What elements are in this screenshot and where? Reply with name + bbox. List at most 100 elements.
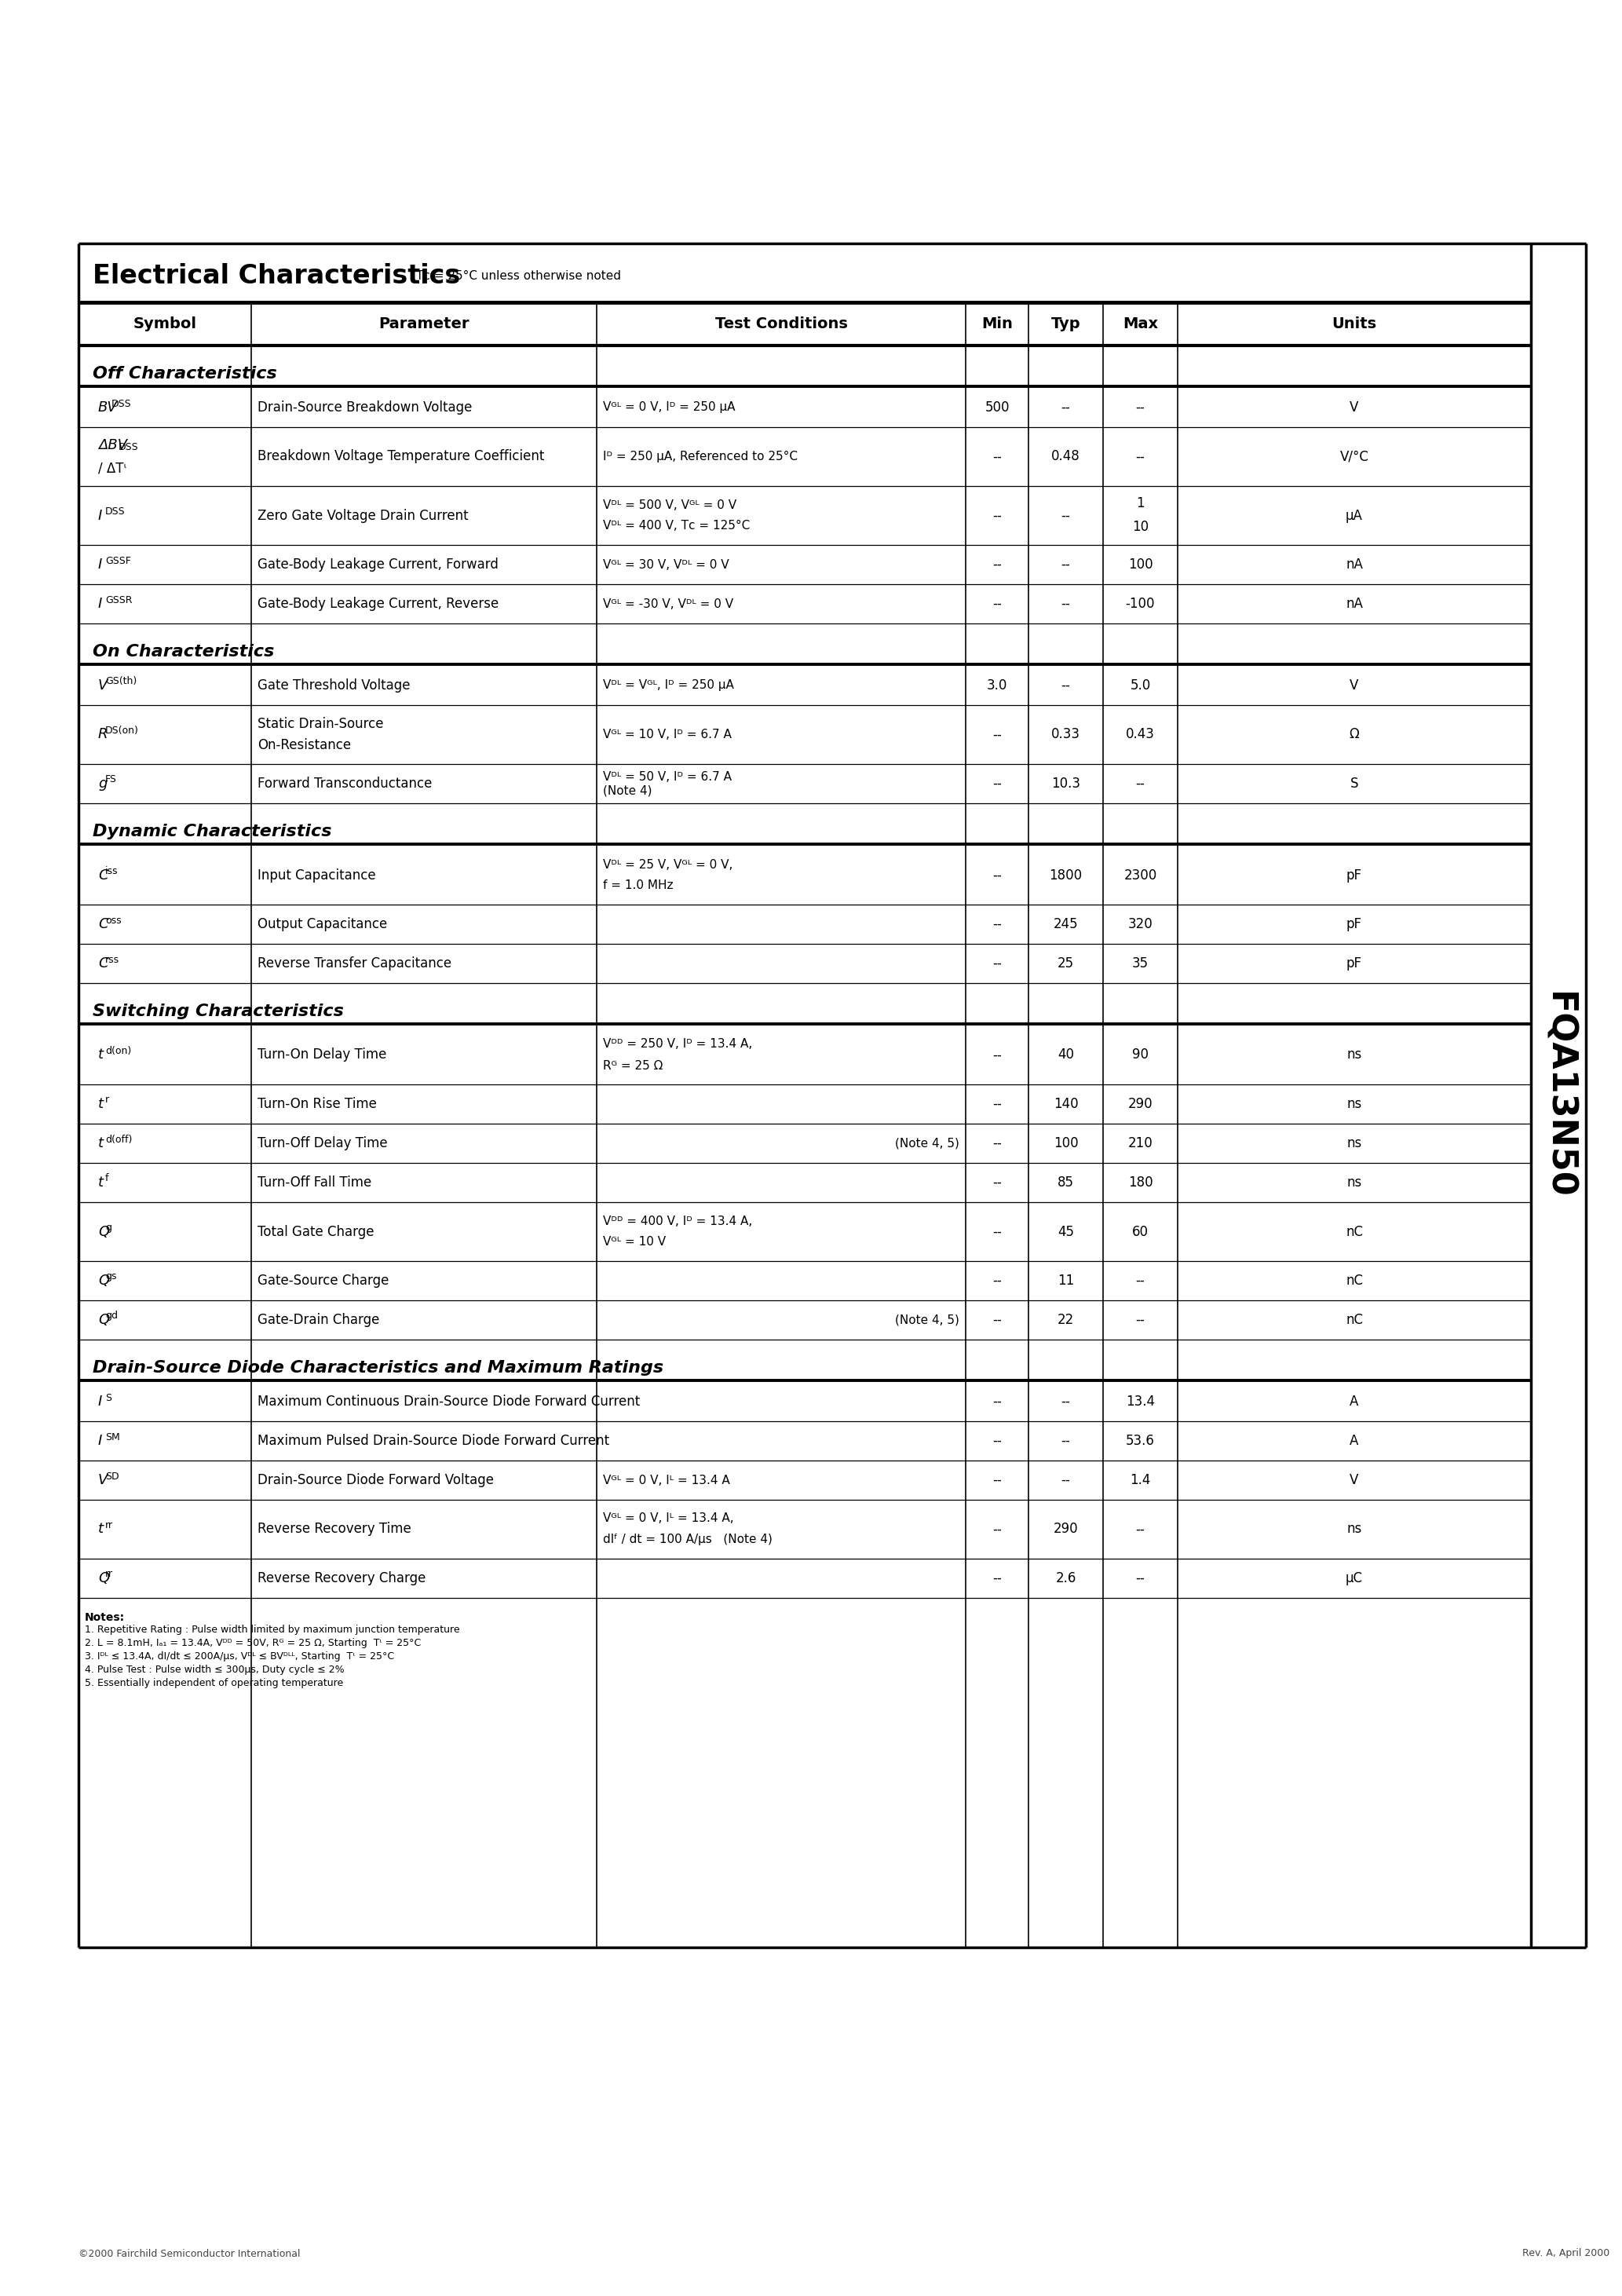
Text: 3.0: 3.0	[986, 677, 1007, 693]
Text: C: C	[99, 916, 109, 932]
Text: ns: ns	[1346, 1176, 1362, 1189]
Text: Turn-Off Fall Time: Turn-Off Fall Time	[258, 1176, 371, 1189]
Text: pF: pF	[1346, 868, 1362, 882]
Text: nC: nC	[1346, 1224, 1362, 1240]
Text: V: V	[1350, 400, 1359, 416]
Text: 210: 210	[1127, 1137, 1153, 1150]
Text: GSSF: GSSF	[105, 556, 131, 565]
Text: 500: 500	[985, 400, 1009, 416]
Text: Q: Q	[99, 1313, 109, 1327]
Text: GSSR: GSSR	[105, 595, 133, 606]
Text: V: V	[1350, 1474, 1359, 1488]
Text: r: r	[105, 1095, 109, 1104]
Text: (Note 4): (Note 4)	[603, 785, 652, 797]
Text: --: --	[993, 597, 1002, 611]
Text: Gate-Body Leakage Current, Forward: Gate-Body Leakage Current, Forward	[258, 558, 498, 572]
Text: --: --	[993, 1047, 1002, 1063]
Text: Ω: Ω	[1350, 728, 1359, 742]
Text: Reverse Transfer Capacitance: Reverse Transfer Capacitance	[258, 957, 451, 971]
Text: Maximum Pulsed Drain-Source Diode Forward Current: Maximum Pulsed Drain-Source Diode Forwar…	[258, 1433, 610, 1449]
Text: 0.48: 0.48	[1051, 450, 1080, 464]
Text: gs: gs	[105, 1272, 117, 1281]
Text: t: t	[99, 1176, 104, 1189]
Text: 320: 320	[1127, 916, 1153, 932]
Text: 290: 290	[1127, 1097, 1153, 1111]
Text: 100: 100	[1053, 1137, 1079, 1150]
Text: I: I	[99, 558, 102, 572]
Text: 100: 100	[1127, 558, 1153, 572]
Text: Q: Q	[99, 1570, 109, 1584]
Text: ΔBV: ΔBV	[99, 439, 127, 452]
Text: Static Drain-Source: Static Drain-Source	[258, 716, 383, 730]
Text: Turn-Off Delay Time: Turn-Off Delay Time	[258, 1137, 388, 1150]
Text: DSS: DSS	[105, 507, 125, 517]
Text: A: A	[1350, 1433, 1359, 1449]
Text: Vᴳᴸ = 0 V, Iᴸ = 13.4 A,: Vᴳᴸ = 0 V, Iᴸ = 13.4 A,	[603, 1513, 733, 1525]
Text: BV: BV	[99, 400, 117, 416]
Text: 85: 85	[1058, 1176, 1074, 1189]
Text: I: I	[99, 1394, 102, 1410]
Text: A: A	[1350, 1394, 1359, 1410]
Text: SD: SD	[105, 1472, 118, 1481]
Text: Gate-Source Charge: Gate-Source Charge	[258, 1274, 389, 1288]
Text: --: --	[993, 1474, 1002, 1488]
Text: Units: Units	[1332, 317, 1377, 331]
Text: Parameter: Parameter	[378, 317, 469, 331]
Text: f: f	[105, 1173, 109, 1185]
Text: 245: 245	[1053, 916, 1079, 932]
Text: Gate-Drain Charge: Gate-Drain Charge	[258, 1313, 380, 1327]
Text: 10.3: 10.3	[1051, 776, 1080, 790]
Text: Vᴳᴸ = 30 V, Vᴰᴸ = 0 V: Vᴳᴸ = 30 V, Vᴰᴸ = 0 V	[603, 558, 728, 569]
Text: Vᴳᴸ = 10 V, Iᴰ = 6.7 A: Vᴳᴸ = 10 V, Iᴰ = 6.7 A	[603, 728, 732, 742]
Text: pF: pF	[1346, 957, 1362, 971]
Text: 11: 11	[1058, 1274, 1074, 1288]
Text: --: --	[993, 558, 1002, 572]
Text: --: --	[1061, 400, 1071, 416]
Text: Reverse Recovery Charge: Reverse Recovery Charge	[258, 1570, 427, 1584]
Text: --: --	[993, 1137, 1002, 1150]
Text: --: --	[993, 1433, 1002, 1449]
Text: --: --	[993, 507, 1002, 523]
Text: g: g	[105, 1221, 112, 1233]
Text: Gate Threshold Voltage: Gate Threshold Voltage	[258, 677, 410, 693]
Text: 3. Iᴰᴸ ≤ 13.4A, dI/dt ≤ 200A/μs, Vᴰᴸ ≤ BVᴰᴸᴸ, Starting  Tᶥ = 25°C: 3. Iᴰᴸ ≤ 13.4A, dI/dt ≤ 200A/μs, Vᴰᴸ ≤ B…	[84, 1651, 394, 1662]
Text: nA: nA	[1346, 558, 1362, 572]
Text: ©2000 Fairchild Semiconductor International: ©2000 Fairchild Semiconductor Internatio…	[78, 2248, 300, 2259]
Text: 5.0: 5.0	[1131, 677, 1150, 693]
Text: -100: -100	[1126, 597, 1155, 611]
Text: ns: ns	[1346, 1137, 1362, 1150]
Text: --: --	[1061, 1394, 1071, 1410]
Text: Forward Transconductance: Forward Transconductance	[258, 776, 431, 790]
Text: Vᴳᴸ = 0 V, Iᴸ = 13.4 A: Vᴳᴸ = 0 V, Iᴸ = 13.4 A	[603, 1474, 730, 1486]
Text: I: I	[99, 507, 102, 523]
Text: rr: rr	[105, 1568, 114, 1580]
Text: (Note 4, 5): (Note 4, 5)	[895, 1137, 959, 1150]
Text: Turn-On Rise Time: Turn-On Rise Time	[258, 1097, 376, 1111]
Text: R: R	[99, 728, 109, 742]
Text: --: --	[1135, 1313, 1145, 1327]
Text: Vᴳᴸ = 0 V, Iᴰ = 250 μA: Vᴳᴸ = 0 V, Iᴰ = 250 μA	[603, 402, 735, 413]
Text: 13.4: 13.4	[1126, 1394, 1155, 1410]
Text: V/°C: V/°C	[1340, 450, 1369, 464]
Text: --: --	[993, 1176, 1002, 1189]
Text: t: t	[99, 1047, 104, 1063]
Text: Total Gate Charge: Total Gate Charge	[258, 1224, 375, 1240]
Text: 35: 35	[1132, 957, 1148, 971]
Text: Drain-Source Diode Characteristics and Maximum Ratings: Drain-Source Diode Characteristics and M…	[92, 1359, 663, 1375]
Text: Input Capacitance: Input Capacitance	[258, 868, 376, 882]
Text: Turn-On Delay Time: Turn-On Delay Time	[258, 1047, 386, 1063]
Text: --: --	[993, 450, 1002, 464]
Text: --: --	[993, 916, 1002, 932]
Text: --: --	[1061, 1433, 1071, 1449]
Text: --: --	[993, 1097, 1002, 1111]
Text: gd: gd	[105, 1311, 118, 1320]
Text: 5. Essentially independent of operating temperature: 5. Essentially independent of operating …	[84, 1678, 344, 1688]
Text: Vᴰᴸ = 25 V, Vᴳᴸ = 0 V,: Vᴰᴸ = 25 V, Vᴳᴸ = 0 V,	[603, 859, 733, 870]
Text: Test Conditions: Test Conditions	[715, 317, 847, 331]
Text: FQA13N50: FQA13N50	[1541, 992, 1575, 1199]
Text: 25: 25	[1058, 957, 1074, 971]
Text: Notes:: Notes:	[84, 1612, 125, 1623]
Text: Symbol: Symbol	[133, 317, 196, 331]
Text: On Characteristics: On Characteristics	[92, 643, 274, 659]
Text: 1: 1	[1135, 496, 1145, 510]
